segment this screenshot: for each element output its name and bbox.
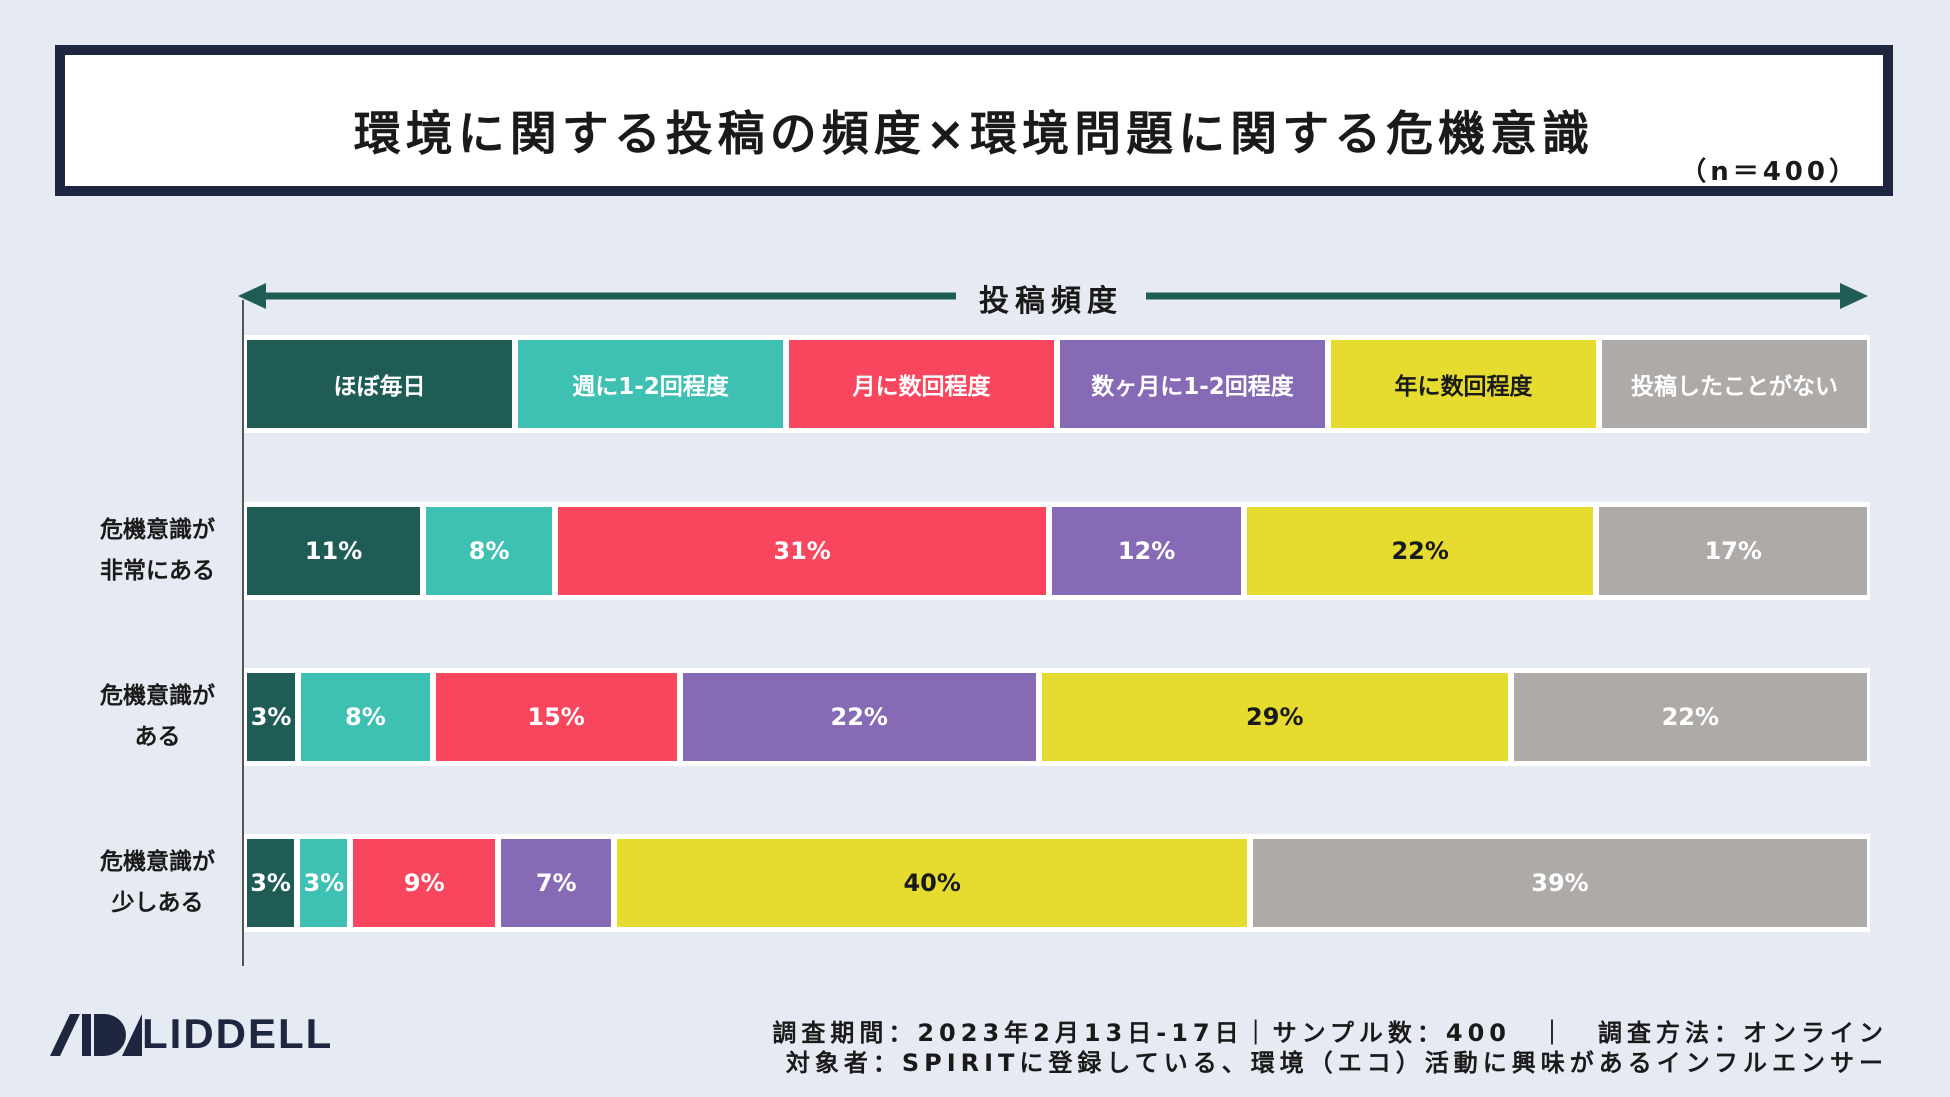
row-label: 危機意識が ある <box>100 683 215 750</box>
row-label: 危機意識が 非常にある <box>100 517 215 584</box>
axis-line <box>242 300 244 966</box>
axis-label: 投稿頻度 <box>956 276 1146 320</box>
bar-segment: 9% <box>353 839 496 927</box>
bar-segment: 17% <box>1599 507 1867 595</box>
bar-segment: 3% <box>247 673 296 761</box>
bar-segment: 12% <box>1052 507 1242 595</box>
bar-segment: 11% <box>247 507 421 595</box>
bar-segment: 15% <box>435 673 677 761</box>
bar-segment: 22% <box>682 673 1036 761</box>
bar-segment: 7% <box>501 839 612 927</box>
bar-segment: 8% <box>426 507 553 595</box>
legend-item: 年に数回程度 <box>1331 340 1596 428</box>
legend-item: 数ヶ月に1-2回程度 <box>1060 340 1325 428</box>
bar-row: 3% 8% 15% 22% 29% 22% <box>244 668 1870 766</box>
footer-target-info: 対象者：SPIRITに登録している、環境（エコ）活動に興味があるインフルエンサー <box>785 1049 1888 1077</box>
logo-text: LIDDELL <box>142 1010 334 1057</box>
row-label: 危機意識が 少しある <box>100 849 215 916</box>
chart-title: 環境に関する投稿の頻度×環境問題に関する危機意識 <box>353 107 1595 162</box>
footer-survey-info: 調査期間：2023年2月13日-17日｜サンプル数：400 ｜ 調査方法：オンラ… <box>772 1019 1888 1047</box>
bar-segment: 3% <box>247 839 295 927</box>
legend-item: ほぼ毎日 <box>247 340 512 428</box>
liddell-logo-mark <box>50 1014 142 1056</box>
legend-item: 週に1-2回程度 <box>518 340 783 428</box>
bar-row: 11% 8% 31% 12% 22% 17% <box>244 502 1870 600</box>
bar-segment: 22% <box>1513 673 1867 761</box>
title-box: 環境に関する投稿の頻度×環境問題に関する危機意識 （n＝400） <box>55 45 1893 196</box>
sample-size-note: （n＝400） <box>1680 157 1859 187</box>
legend-item: 月に数回程度 <box>789 340 1054 428</box>
bar-segment: 22% <box>1247 507 1594 595</box>
bar-row: 3% 3% 9% 7% 40% 39% <box>244 834 1870 932</box>
bar-segment: 39% <box>1253 839 1867 927</box>
legend-item: 投稿したことがない <box>1602 340 1867 428</box>
bar-segment: 40% <box>617 839 1248 927</box>
bar-segment: 3% <box>300 839 348 927</box>
bar-segment: 31% <box>558 507 1047 595</box>
bar-segment: 8% <box>301 673 430 761</box>
legend: ほぼ毎日 週に1-2回程度 月に数回程度 数ヶ月に1-2回程度 年に数回程度 投稿したこと… <box>244 335 1870 433</box>
bar-segment: 29% <box>1041 673 1508 761</box>
